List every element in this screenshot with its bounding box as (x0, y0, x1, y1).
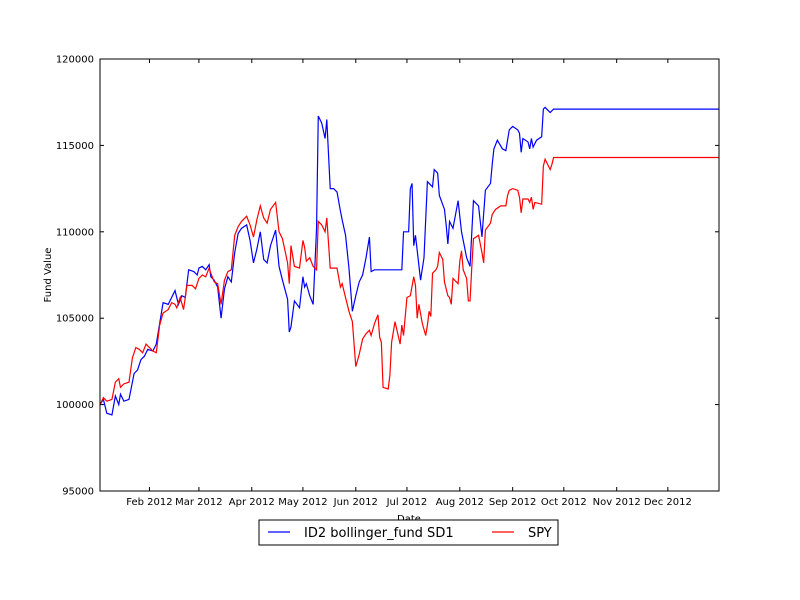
x-tick-label: Sep 2012 (489, 497, 536, 508)
legend-label-fund: ID2 bollinger_fund SD1 (304, 526, 454, 541)
series-line-1 (99, 156, 719, 405)
x-tick-label: Mar 2012 (175, 497, 223, 508)
x-tick-label: Oct 2012 (541, 497, 587, 508)
series-line-0 (99, 106, 719, 416)
y-axis-label: Fund Value (43, 248, 54, 303)
y-tick-label: 115000 (56, 141, 94, 152)
plot-frame (99, 58, 720, 492)
x-tick-label: Dec 2012 (644, 497, 692, 508)
x-tick-label: Apr 2012 (229, 497, 275, 508)
x-tick-label: Jun 2012 (333, 497, 378, 508)
x-tick-label: Feb 2012 (126, 497, 172, 508)
y-tick-label: 120000 (56, 55, 94, 66)
x-tick-label: May 2012 (278, 497, 327, 508)
y-tick-label: 105000 (56, 314, 94, 325)
series-lines (99, 106, 719, 416)
x-tick-label: Nov 2012 (593, 497, 641, 508)
legend-label-spy: SPY (528, 526, 552, 541)
y-tick-label: 100000 (56, 400, 94, 411)
y-tick-label: 95000 (62, 487, 94, 498)
x-tick-label: Jul 2012 (386, 497, 428, 508)
x-tick-label: Aug 2012 (436, 497, 484, 508)
legend: ID2 bollinger_fund SD1 SPY (258, 519, 559, 546)
y-axis-ticks: 95000 100000 105000 110000 115000 120000 (56, 55, 719, 498)
y-tick-label: 110000 (56, 227, 94, 238)
x-axis-ticks: Feb 2012 Mar 2012 Apr 2012 May 2012 Jun 2012… (126, 59, 692, 508)
